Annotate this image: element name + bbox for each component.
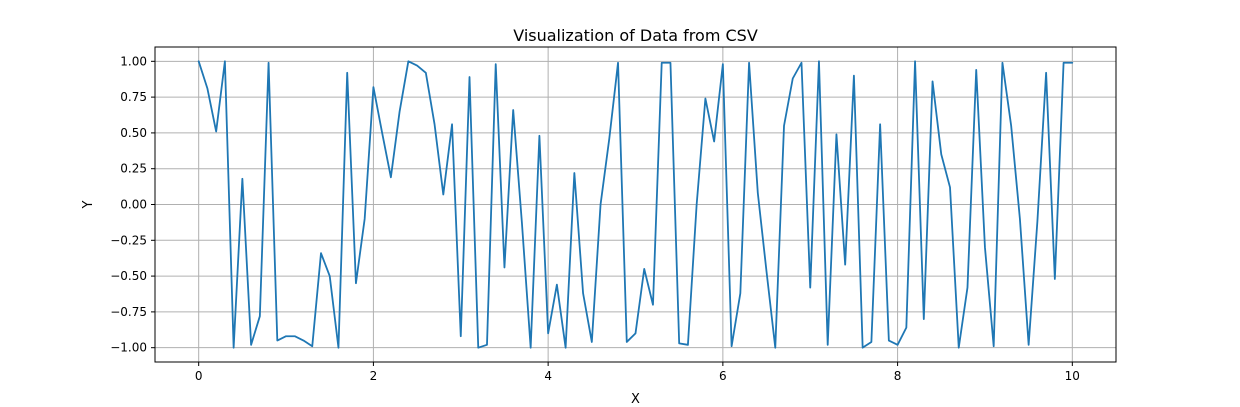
x-tick-label: 4	[544, 369, 552, 383]
y-tick-label: −0.25	[110, 233, 147, 247]
x-axis-label: X	[631, 392, 640, 407]
y-axis-label: Y	[81, 200, 96, 209]
x-tick-label: 6	[719, 369, 727, 383]
series-line	[197, 60, 1074, 349]
x-tick-label: 0	[195, 369, 203, 383]
y-tick-label: 0.25	[120, 162, 147, 176]
y-tick-label: −0.75	[110, 305, 147, 319]
y-tick-label: 0.00	[120, 198, 147, 212]
y-tick-label: −0.50	[110, 269, 147, 283]
ticks: 0 2 4 6 8 10 −1.00 −0.75 −0.50 −0.25 0.00 0.25 0.50 0…	[110, 54, 1080, 383]
chart-title: Visualization of Data from CSV	[513, 26, 758, 45]
y-tick-label: −1.00	[110, 341, 147, 355]
y-tick-label: 0.50	[120, 126, 147, 140]
x-tick-label: 2	[370, 369, 378, 383]
y-tick-label: 1.00	[120, 54, 147, 68]
y-tick-label: 0.75	[120, 90, 147, 104]
x-tick-label: 10	[1065, 369, 1080, 383]
series-layer	[197, 60, 1074, 349]
x-tick-label: 8	[894, 369, 902, 383]
